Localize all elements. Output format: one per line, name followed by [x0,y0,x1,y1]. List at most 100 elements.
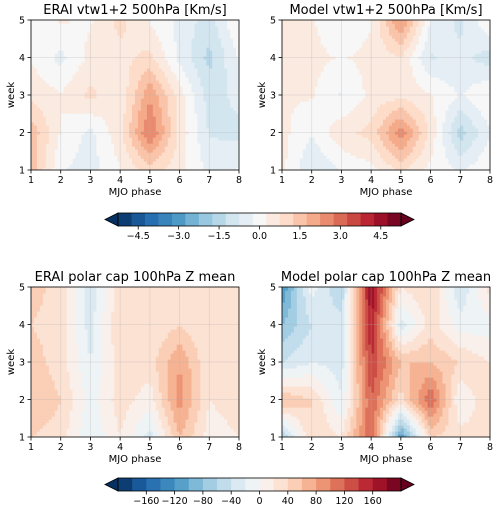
heatmap-cell [111,35,115,39]
heatmap-cell [182,59,187,63]
heatmap-cell [200,128,204,132]
heatmap-cell [430,134,435,138]
heatmap-cell [143,32,148,36]
heatmap-cell [230,23,234,27]
heatmap-cell [338,113,343,117]
heatmap-cell [75,77,80,81]
heatmap-cell [209,164,213,168]
heatmap-cell [164,38,169,42]
heatmap-cell [308,158,313,162]
heatmap-cell [293,140,298,144]
heatmap-cell [218,107,222,111]
heatmap-cell [72,113,77,117]
heatmap-cell [209,128,213,132]
heatmap-cell [397,131,402,135]
heatmap-cell [81,158,86,162]
heatmap-cell [371,137,375,141]
heatmap-cell [409,155,414,159]
heatmap-cell [164,155,169,159]
heatmap-cell [170,47,175,51]
heatmap-cell [418,137,423,141]
heatmap-cell [143,152,148,156]
heatmap-cell [66,119,71,123]
heatmap-cell [344,122,348,126]
heatmap-cell [191,86,196,90]
heatmap-cell [380,164,384,168]
heatmap-cell [374,134,378,138]
heatmap-cell [436,164,441,168]
heatmap-cell [460,122,464,126]
heatmap-cell [374,107,378,111]
heatmap-cell [338,131,343,135]
heatmap-cell [230,80,234,84]
heatmap-cell [31,38,35,42]
heatmap-cell [415,122,420,126]
heatmap-cell [60,80,65,84]
heatmap-cell [356,149,360,153]
heatmap-cell [236,50,239,54]
heatmap-cell [233,152,237,156]
heatmap-cell [224,59,228,63]
heatmap-cell [457,149,461,153]
heatmap-cell [409,131,414,135]
heatmap-cell [227,29,231,33]
heatmap-cell [311,122,316,126]
heatmap-cell [60,44,65,48]
heatmap-cell [63,116,68,120]
heatmap-cell [158,20,163,24]
heatmap-cell [120,125,124,129]
heatmap-cell [194,131,198,135]
heatmap-cell [230,83,234,87]
heatmap-cell [111,143,115,147]
heatmap-cell [188,101,193,105]
heatmap-cell [164,86,169,90]
heatmap-cell [102,59,106,63]
heatmap-cell [194,95,198,99]
heatmap-cell [221,161,225,165]
heatmap-cell [69,149,74,153]
heatmap-cell [209,122,213,126]
heatmap-cell [380,155,384,159]
heatmap-cell [418,161,423,165]
heatmap-cell [215,53,219,57]
heatmap-cell [326,122,331,126]
heatmap-cell [212,146,216,150]
heatmap-cell [182,80,187,84]
heatmap-cell [57,53,62,57]
heatmap-cell [60,50,65,54]
heatmap-cell [72,47,77,51]
heatmap-cell [182,167,187,170]
heatmap-cell [63,65,68,69]
heatmap-cell [75,137,80,141]
heatmap-cell [236,131,239,135]
heatmap-cell [221,50,225,54]
heatmap-cell [391,161,396,165]
heatmap-cell [81,128,86,132]
heatmap-cell [194,155,198,159]
heatmap-cell [42,149,47,153]
heatmap-cell [191,77,196,81]
heatmap-cell [335,131,340,135]
heatmap-cell [84,23,89,27]
heatmap-cell [454,128,458,132]
heatmap-cell [469,119,473,123]
heatmap-cell [99,125,103,129]
heatmap-cell [481,116,485,120]
heatmap-cell [209,44,213,48]
heatmap-cell [42,83,47,87]
heatmap-cell [182,152,187,156]
heatmap-cell [75,20,80,24]
heatmap-cell [203,143,207,147]
heatmap-cell [227,80,231,84]
heatmap-cell [302,161,307,165]
heatmap-cell [42,68,47,72]
heatmap-cell [93,122,97,126]
heatmap-cell [120,26,124,30]
heatmap-cell [170,80,175,84]
heatmap-cell [403,131,408,135]
heatmap-cell [326,134,331,138]
heatmap-cell [111,98,115,102]
heatmap-cell [400,119,405,123]
heatmap-cell [90,50,94,54]
heatmap-cell [212,128,216,132]
